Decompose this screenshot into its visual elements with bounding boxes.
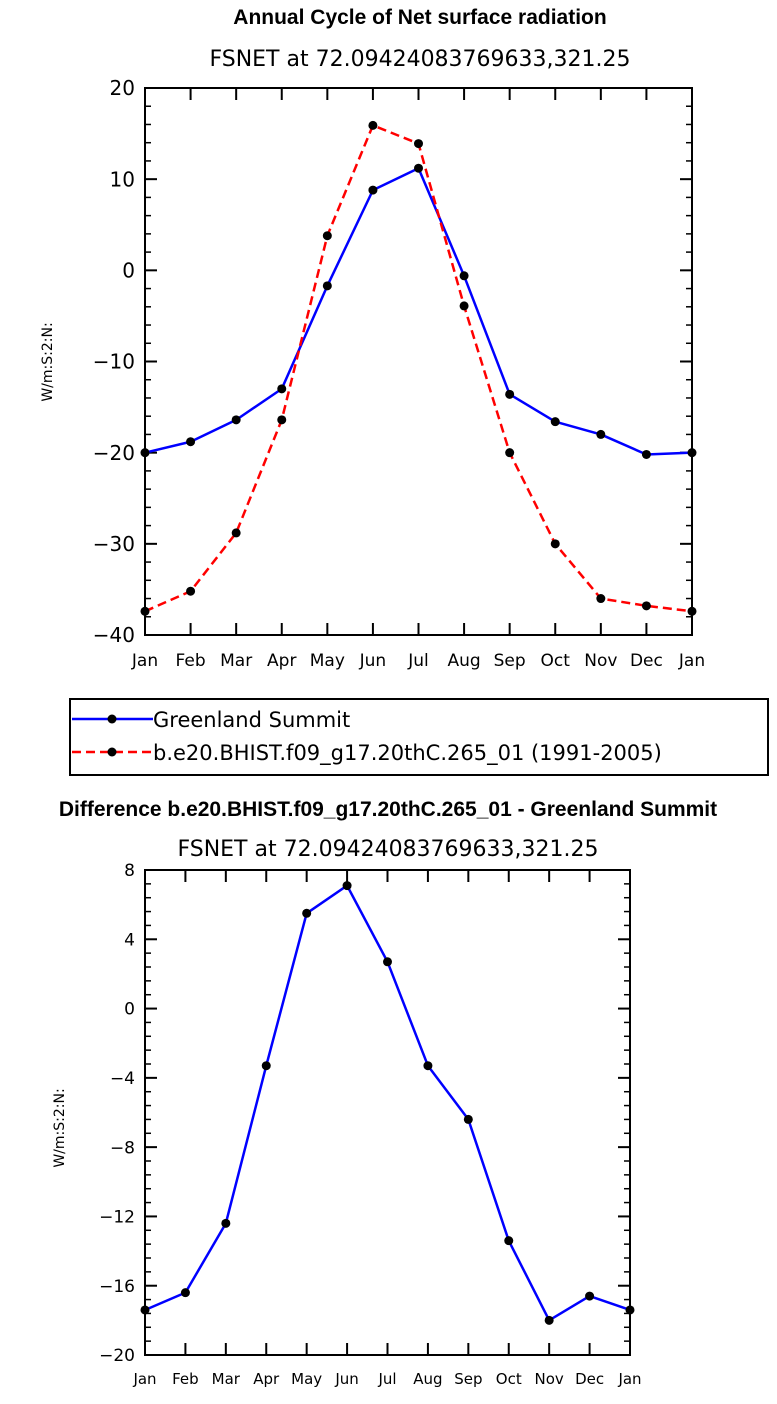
chart1-ytick-label: −10 — [93, 350, 135, 374]
chart2-xtick-label: Jan — [132, 1370, 156, 1388]
chart2-xtick-label: May — [291, 1370, 322, 1388]
chart1-series-1-point — [140, 606, 150, 616]
chart1-series-1-point — [322, 231, 332, 241]
chart2-series-0-point — [544, 1315, 554, 1325]
chart1-xtick-label: Dec — [630, 651, 663, 671]
chart1-ytick-label: −30 — [93, 532, 135, 556]
chart1-xtick-label: Jan — [131, 651, 158, 671]
chart2-series-0-point — [261, 1061, 271, 1071]
chart2-xtick-label: Mar — [212, 1370, 241, 1388]
chart1-series-1-point — [368, 120, 378, 130]
chart1-series-0-point — [140, 448, 150, 458]
chart2-ytick-label: 4 — [124, 930, 135, 950]
chart1-xtick-label: Sep — [494, 651, 526, 671]
chart1-series-0-point — [505, 389, 515, 399]
chart2-series-0-point — [585, 1291, 595, 1301]
annual-cycle-chart: Annual Cycle of Net surface radiation FS… — [40, 6, 705, 671]
chart1-series-0-point — [368, 185, 378, 195]
chart1-subtitle: FSNET at 72.09424083769633,321.25 — [209, 47, 630, 72]
chart1-y-axis-label: W/m:S:2:N: — [40, 322, 56, 401]
chart1-xtick-label: Oct — [541, 651, 571, 671]
chart1-xtick-label: Apr — [267, 651, 296, 671]
chart1-series-0-point — [550, 417, 560, 427]
chart2-ytick-label: −16 — [99, 1277, 135, 1297]
chart2-title: Difference b.e20.BHIST.f09_g17.20thC.265… — [59, 798, 717, 821]
chart1-series-1-point — [459, 301, 469, 311]
chart2-ytick-label: −12 — [99, 1208, 135, 1228]
chart2-ytick-label: −4 — [110, 1069, 135, 1089]
chart2-xtick-label: Jan — [617, 1370, 641, 1388]
chart1-series-1-point — [231, 528, 241, 538]
chart2-series-0-point — [180, 1288, 190, 1298]
chart1-ytick-label: 20 — [110, 76, 135, 100]
chart2-xtick-label: Feb — [172, 1370, 199, 1388]
chart2-xtick-label: Sep — [454, 1370, 482, 1388]
chart1-series-1-point — [596, 594, 606, 604]
chart1-series-0-point — [231, 415, 241, 425]
chart1-ytick-label: −20 — [93, 441, 135, 465]
chart1-series-0-point — [277, 384, 287, 394]
chart2-series-0-point — [342, 881, 352, 891]
chart1-ytick-label: −40 — [93, 623, 135, 647]
chart1-series-0-point — [186, 437, 196, 447]
chart2-series-0-point — [302, 908, 312, 918]
chart2-xtick-label: Apr — [253, 1370, 280, 1388]
chart1-series-1-point — [687, 606, 697, 616]
chart1-xtick-label: Feb — [176, 651, 206, 671]
legend-marker-greenland-summit — [107, 714, 117, 724]
legend-label-model: b.e20.BHIST.f09_g17.20thC.265_01 (1991-2… — [153, 741, 662, 766]
chart1-series-0-point — [641, 449, 651, 459]
chart1-xtick-label: Aug — [447, 651, 480, 671]
difference-chart: Difference b.e20.BHIST.f09_g17.20thC.265… — [52, 798, 717, 1388]
chart2-ytick-label: −8 — [110, 1138, 135, 1158]
chart2-y-axis-label: W/m:S:2:N: — [52, 1088, 68, 1167]
chart1-series-0-point — [687, 448, 697, 458]
chart2-plot-frame — [144, 869, 631, 1356]
chart2-xtick-label: Aug — [413, 1370, 442, 1388]
chart1-xtick-label: Jul — [407, 651, 429, 671]
chart1-series-0-point — [596, 429, 606, 439]
chart2-series-0-point — [383, 957, 392, 967]
chart2-xtick-label: Nov — [535, 1370, 564, 1388]
chart2-xtick-label: Dec — [575, 1370, 604, 1388]
chart2-xtick-label: Oct — [496, 1370, 522, 1388]
chart1-series-1-point — [641, 601, 651, 611]
chart1-series-1-point — [505, 448, 515, 458]
chart2-series-0-point — [140, 1305, 150, 1315]
chart2-series-0-point — [625, 1305, 635, 1315]
chart1-series-0-point — [322, 281, 332, 291]
chart1-xtick-label: Jan — [678, 651, 705, 671]
chart1-series-0-point — [414, 163, 423, 173]
chart2-series-0-point — [423, 1061, 433, 1071]
chart2-xtick-label: Jul — [377, 1370, 396, 1388]
chart1-title: Annual Cycle of Net surface radiation — [233, 6, 606, 29]
chart2-ytick-label: 0 — [124, 1000, 135, 1020]
chart2-series-0-point — [504, 1236, 514, 1246]
chart1-series-1-point — [186, 586, 196, 596]
legend: Greenland Summit b.e20.BHIST.f09_g17.20t… — [69, 698, 769, 776]
chart2-series-0-point — [463, 1114, 473, 1124]
chart1-xtick-label: Mar — [220, 651, 252, 671]
chart1-series-1-point — [414, 139, 423, 149]
chart1-xtick-label: Nov — [584, 651, 617, 671]
chart1-ytick-label: 10 — [110, 167, 135, 191]
chart1-series-1-point — [277, 415, 287, 425]
chart1-xtick-label: May — [310, 651, 345, 671]
chart2-series-line-0 — [144, 884, 631, 1322]
chart1-series-1-point — [550, 539, 560, 549]
chart1-series-line-0 — [144, 166, 693, 456]
chart2-series-0-point — [221, 1218, 231, 1228]
chart1-series-0-point — [459, 271, 469, 281]
chart1-xtick-label: Jun — [359, 651, 387, 671]
chart2-ytick-label: 8 — [124, 861, 135, 881]
chart2-subtitle: FSNET at 72.09424083769633,321.25 — [177, 837, 598, 862]
chart2-xtick-label: Jun — [334, 1370, 358, 1388]
legend-marker-model — [107, 747, 117, 757]
chart1-ytick-label: 0 — [122, 259, 135, 283]
legend-label-greenland-summit: Greenland Summit — [153, 708, 350, 732]
legend-box — [69, 698, 769, 776]
chart1-series-line-1 — [144, 124, 693, 613]
chart2-ytick-label: −20 — [99, 1346, 135, 1366]
